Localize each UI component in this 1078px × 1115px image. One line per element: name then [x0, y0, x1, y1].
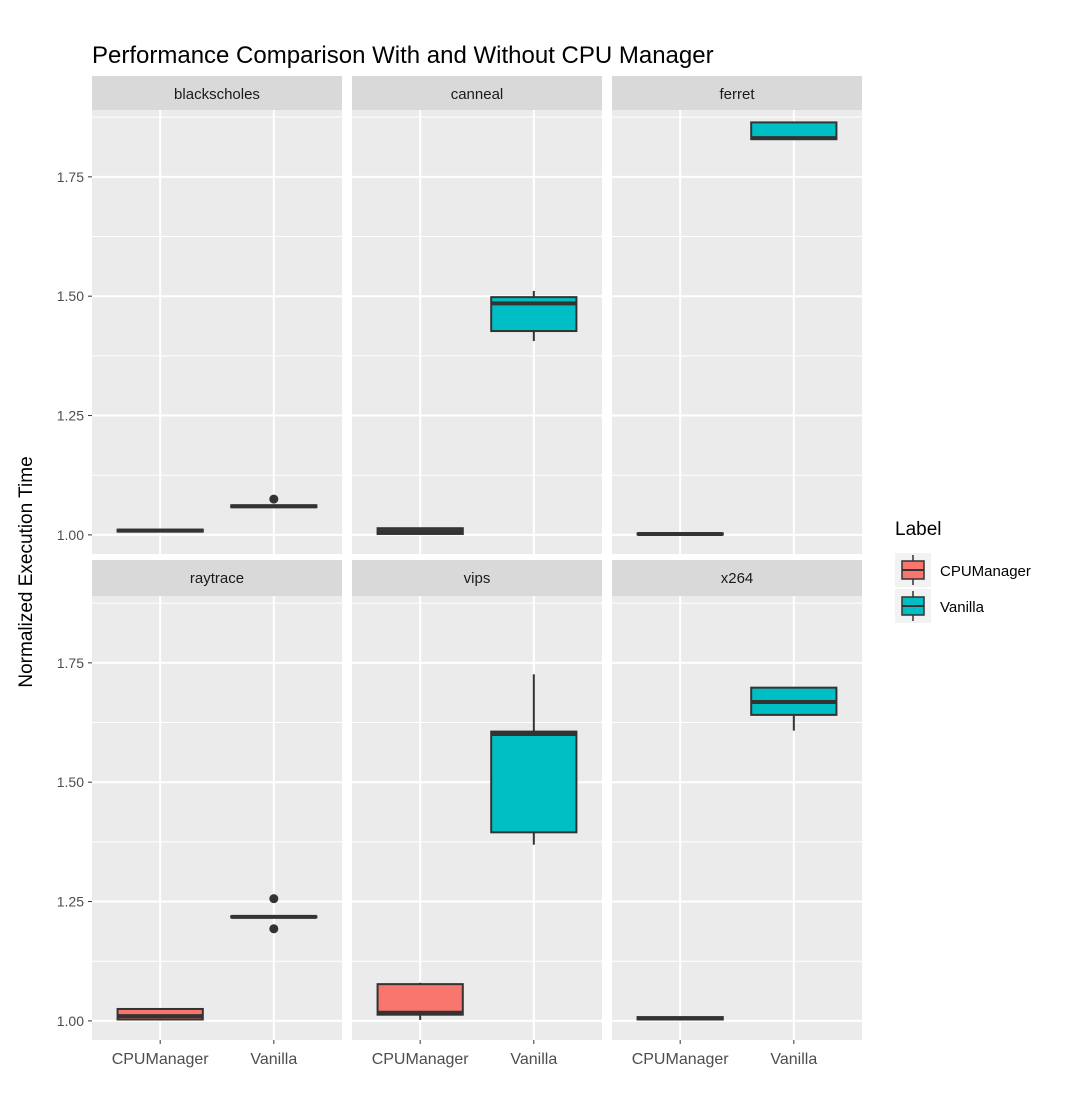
legend-label: CPUManager: [940, 563, 1031, 580]
panel-background: [92, 110, 342, 554]
box-CPUManager: [636, 531, 724, 536]
box-iqr: [490, 730, 578, 834]
y-tick-label: 1.00: [57, 1013, 84, 1029]
outlier-point: [269, 494, 279, 504]
facet-panel-vips: vips CPUManager Vanilla: [352, 560, 602, 1068]
y-tick-label: 1.25: [57, 408, 84, 424]
facet-strip: [352, 560, 602, 596]
facet-strip: [92, 560, 342, 596]
panel-background: [612, 596, 862, 1040]
x-tick-label: CPUManager: [112, 1051, 210, 1068]
facet-strip: [612, 76, 862, 110]
legend-entry: CPUManager: [895, 553, 1031, 587]
facet-panel-ferret: ferret: [612, 76, 862, 554]
facet-panel-x264: x264 CPUManager Vanilla: [612, 560, 862, 1068]
x-tick-label: Vanilla: [510, 1051, 557, 1068]
x-tick-label: CPUManager: [372, 1051, 470, 1068]
box-Vanilla: [490, 674, 578, 845]
y-tick-label: 1.50: [57, 774, 84, 790]
box-CPUManager: [636, 1016, 724, 1021]
y-tick-label: 1.75: [57, 655, 84, 671]
y-axis-label: Normalized Execution Time: [16, 456, 37, 687]
y-tick-label: 1.25: [57, 894, 84, 910]
facet-strip: [352, 76, 602, 110]
box-Vanilla: [750, 121, 838, 141]
box-Vanilla: [750, 686, 838, 731]
box-Vanilla: [490, 290, 578, 342]
x-tick-label: Vanilla: [770, 1051, 817, 1068]
facet-label: canneal: [451, 86, 504, 103]
panel-background: [612, 110, 862, 554]
facet-panel-raytrace: raytrace 1.00 1.25 1.50 1.75 CPUManager Vanill…: [57, 560, 342, 1068]
legend-entry: Vanilla: [895, 589, 985, 623]
box-Vanilla: [230, 894, 318, 934]
x-tick-label: Vanilla: [250, 1051, 297, 1068]
panel-background: [92, 596, 342, 1040]
outlier-point: [269, 924, 279, 934]
facet-panel-blackscholes: blackscholes 1.00 1.25 1.50 1.75: [57, 76, 342, 554]
facet-label: x264: [721, 570, 754, 587]
outlier-point: [269, 894, 279, 904]
box-Vanilla: [230, 494, 318, 509]
y-tick-label: 1.50: [57, 288, 84, 304]
y-tick-label: 1.00: [57, 527, 84, 543]
chart-title: Performance Comparison With and Without …: [92, 42, 714, 69]
box-CPUManager: [376, 527, 464, 535]
box-iqr: [376, 983, 464, 1016]
facet-strip: [612, 560, 862, 596]
legend-label: Vanilla: [940, 599, 985, 616]
box-CPUManager: [116, 1007, 204, 1021]
facet-panel-canneal: canneal: [352, 76, 602, 554]
legend: Label CPUManager Vanilla: [895, 519, 1031, 623]
y-tick-label: 1.75: [57, 169, 84, 185]
facet-label: raytrace: [190, 570, 244, 587]
box-CPUManager: [116, 528, 204, 533]
facet-strip: [92, 76, 342, 110]
legend-title: Label: [895, 519, 942, 540]
facet-label: blackscholes: [174, 86, 260, 103]
box-CPUManager: [376, 982, 464, 1020]
x-tick-label: CPUManager: [632, 1051, 730, 1068]
facet-label: ferret: [719, 86, 755, 103]
facet-label: vips: [464, 570, 491, 587]
